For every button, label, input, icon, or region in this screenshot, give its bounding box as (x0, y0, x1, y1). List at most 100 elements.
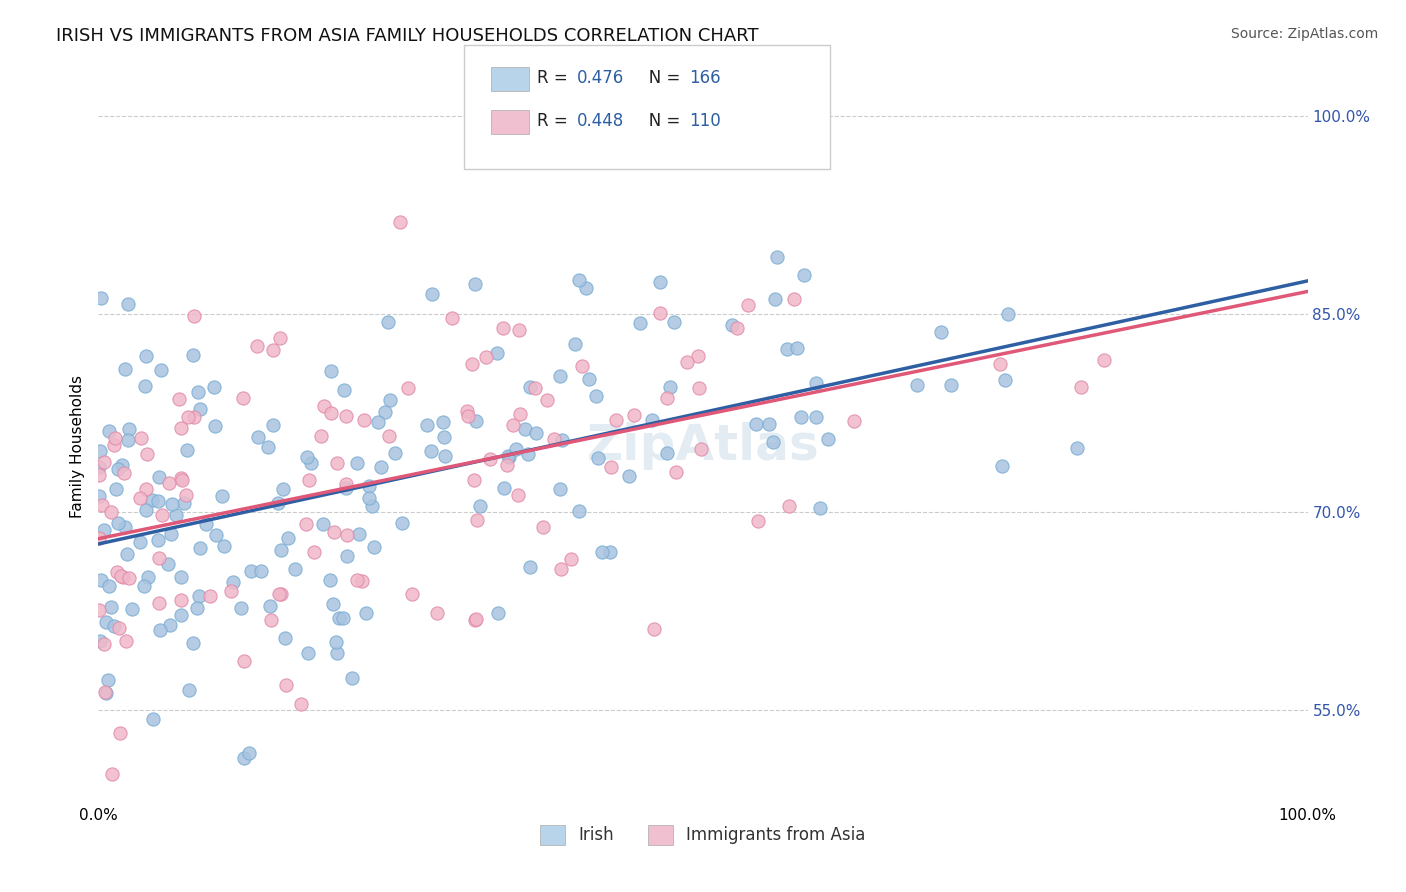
Point (181, 636, 204, 650)
Point (568, 504, 591, 518)
Point (240, 564, 263, 578)
Point (238, 746, 260, 760)
Point (585, 389, 607, 403)
Point (363, 540, 385, 554)
Point (997, 307, 1019, 321)
Point (269, 331, 291, 345)
Point (246, 339, 269, 353)
Y-axis label: Family Households: Family Households (69, 375, 84, 517)
Point (111, 570, 134, 584)
Point (299, 456, 322, 470)
Point (650, 306, 672, 320)
Point (187, 589, 209, 603)
Point (233, 751, 256, 765)
Text: 110: 110 (689, 112, 721, 130)
Point (114, 633, 136, 648)
Point (346, 456, 368, 470)
Point (129, 535, 152, 549)
Point (905, 377, 928, 392)
Point (195, 517, 218, 532)
Point (478, 452, 501, 467)
Point (89, 444, 111, 458)
Point (323, 524, 346, 539)
Point (623, 408, 645, 422)
Point (804, 410, 827, 425)
Point (103, 438, 125, 452)
Point (766, 250, 789, 264)
Point (335, 409, 357, 424)
Point (176, 443, 198, 458)
Point (641, 413, 664, 427)
Point (274, 678, 297, 692)
Point (138, 570, 160, 584)
Point (519, 560, 541, 574)
Text: N =: N = (633, 70, 685, 87)
Point (198, 589, 221, 603)
Point (929, 325, 952, 339)
Point (548, 482, 571, 496)
Point (464, 612, 486, 626)
Point (135, 502, 157, 516)
Text: IRISH VS IMMIGRANTS FROM ASIA FAMILY HOUSEHOLDS CORRELATION CHART: IRISH VS IMMIGRANTS FROM ASIA FAMILY HOU… (56, 27, 759, 45)
Point (274, 632, 297, 646)
Point (129, 491, 152, 506)
Point (94, 686, 117, 700)
Point (205, 527, 228, 541)
Point (496, 449, 519, 463)
Point (433, 449, 456, 463)
Point (312, 517, 335, 532)
Point (104, 482, 127, 496)
Point (142, 712, 165, 726)
Point (297, 450, 319, 464)
Point (357, 479, 380, 493)
Point (465, 414, 488, 428)
Point (250, 564, 273, 578)
Point (156, 558, 179, 572)
Point (87, 460, 110, 475)
Point (277, 531, 299, 545)
Point (270, 543, 292, 558)
Point (377, 315, 399, 329)
Point (464, 277, 486, 292)
Point (93, 455, 115, 469)
Point (118, 421, 141, 435)
Point (346, 573, 368, 587)
Point (333, 383, 356, 397)
Point (536, 392, 558, 407)
Point (643, 622, 665, 636)
Point (107, 461, 129, 475)
Point (420, 286, 443, 301)
Point (149, 362, 172, 376)
Point (806, 376, 828, 391)
Point (591, 545, 613, 559)
Point (475, 351, 498, 365)
Point (94, 615, 117, 629)
Point (578, 372, 600, 386)
Point (325, 647, 347, 661)
Point (564, 337, 586, 351)
Point (267, 587, 290, 601)
Point (181, 348, 204, 362)
Point (259, 599, 281, 614)
Point (531, 520, 554, 534)
Point (586, 450, 609, 465)
Text: 0.476: 0.476 (576, 70, 624, 87)
Point (165, 508, 187, 522)
Point (157, 475, 180, 490)
Point (262, 343, 284, 357)
Point (260, 613, 283, 627)
Point (560, 552, 582, 566)
Point (485, 346, 508, 360)
Text: Source: ZipAtlas.com: Source: ZipAtlas.com (1230, 27, 1378, 41)
Point (786, 342, 808, 356)
Point (1092, 352, 1115, 367)
Point (114, 361, 136, 376)
Text: ZipAtlas: ZipAtlas (586, 422, 820, 470)
Point (117, 297, 139, 311)
Point (121, 602, 143, 616)
Point (117, 433, 139, 447)
Legend: Irish, Immigrants from Asia: Irish, Immigrants from Asia (534, 818, 872, 852)
Point (391, 516, 413, 531)
Point (159, 527, 181, 541)
Point (148, 596, 170, 610)
